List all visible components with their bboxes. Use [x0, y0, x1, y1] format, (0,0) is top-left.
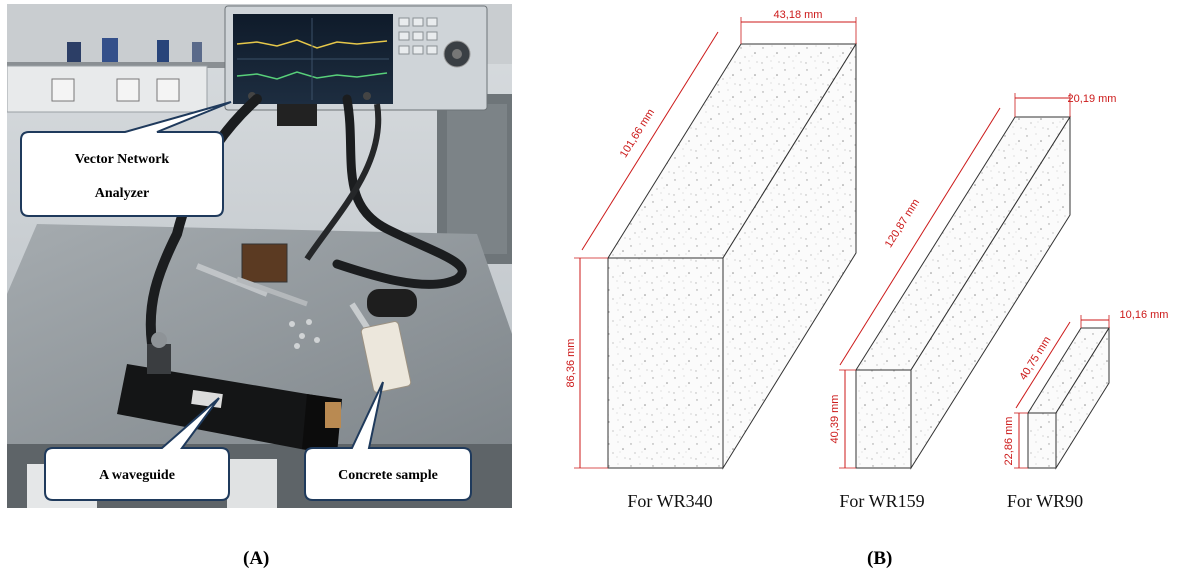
callout-sample-text: Concrete sample — [338, 468, 438, 483]
dim-wr340-width: 43,18 mm — [774, 9, 823, 21]
caption-wr159: For WR159 — [839, 491, 924, 511]
cable-right — [332, 94, 467, 289]
block-wr340-front — [607, 257, 724, 469]
concrete-sample-photo — [360, 321, 412, 393]
callout-vna-line1: Vector Network — [75, 152, 170, 167]
small-device — [277, 104, 317, 126]
dim-wr90-length: 40,75 mm — [1017, 334, 1053, 382]
caption-wr90: For WR90 — [1007, 491, 1083, 511]
dim-wr90-height: 22,86 mm — [1003, 417, 1015, 466]
dim-wr90-length-line — [1015, 321, 1071, 409]
callout-vna: Vector Network Analyzer — [20, 101, 232, 217]
block-wr340: 43,18 mm 101,66 mm 86,36 mm — [565, 9, 857, 470]
callout-sample: Concrete sample — [304, 381, 472, 501]
block-wr90: 10,16 mm 40,75 mm 22,86 mm — [1003, 309, 1169, 470]
lab-setup-photo: Vector Network Analyzer A waveguide Conc… — [7, 4, 512, 508]
block-wr159-front — [855, 369, 912, 469]
dim-wr340-length-line — [581, 31, 719, 251]
dim-wr340-height: 86,36 mm — [565, 339, 577, 388]
dim-wr159-length-line — [839, 107, 1001, 366]
block-wr90-front — [1027, 412, 1057, 469]
dim-wr159-height: 40,39 mm — [829, 395, 841, 444]
dim-wr90-width: 10,16 mm — [1120, 309, 1169, 321]
dim-wr340-length: 101,66 mm — [618, 107, 657, 160]
callout-vna-line2: Analyzer — [95, 186, 149, 201]
mouse — [367, 289, 417, 317]
sample-dimension-drawing: 43,18 mm 101,66 mm 86,36 mm 20,19 mm 120… — [565, 9, 1169, 511]
block-wr159: 20,19 mm 120,87 mm 40,39 mm — [829, 93, 1117, 470]
waveguide-photo — [117, 364, 337, 454]
panel-label-b: (B) — [867, 548, 893, 569]
caption-wr340: For WR340 — [627, 491, 712, 511]
callout-waveguide-bubble — [44, 397, 230, 501]
callout-waveguide: A waveguide — [44, 397, 230, 501]
callout-sample-bubble — [304, 381, 472, 501]
dim-wr159-width: 20,19 mm — [1068, 93, 1117, 105]
panel-label-a: (A) — [243, 548, 270, 569]
callout-vna-bubble — [20, 101, 232, 217]
callout-waveguide-text: A waveguide — [99, 468, 175, 483]
